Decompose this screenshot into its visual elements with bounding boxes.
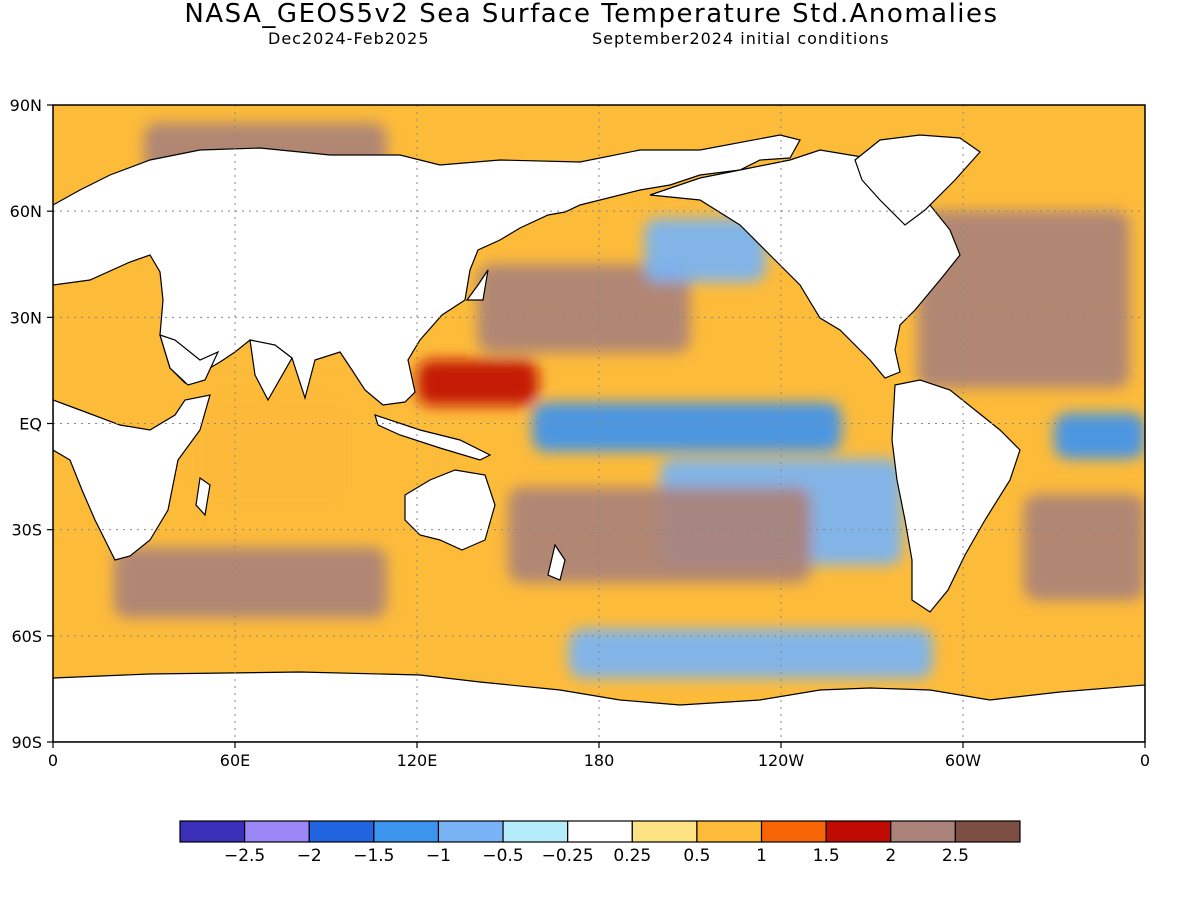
colorbar-label: 0.5: [683, 846, 710, 866]
land-greenland: [854, 134, 981, 226]
colorbar-label: −0.25: [542, 846, 594, 866]
land-japan: [465, 269, 489, 301]
colorbar-swatch: [502, 820, 569, 843]
anomaly-region-9: [113, 547, 387, 619]
chart-subtitle-period: Dec2024-Feb2025: [268, 29, 430, 48]
colorbar-swatch: [373, 820, 440, 843]
map-area: [53, 105, 1145, 742]
anomaly-region-7: [1023, 494, 1145, 601]
anomaly-region-12: [568, 628, 933, 679]
colorbar-label: 0.25: [613, 846, 651, 866]
land-south-america: [891, 379, 1021, 613]
x-tick-label: 180: [584, 751, 615, 770]
x-tick-label: 0: [1140, 751, 1150, 770]
y-tick-label: 60N: [10, 202, 42, 221]
y-tick-label: 60S: [11, 627, 42, 646]
anomaly-region-3: [644, 218, 766, 282]
anomaly-region-0: [532, 402, 842, 452]
land-arabia: [159, 334, 220, 386]
colorbar-label: −1: [426, 846, 451, 866]
colorbar-label: 1: [756, 846, 767, 866]
colorbar-swatch: [308, 820, 375, 843]
colorbar-swatch: [567, 820, 633, 843]
x-tick-label: 60E: [220, 751, 250, 770]
colorbar-label: 2: [885, 846, 896, 866]
colorbar-label: −2.5: [224, 846, 265, 866]
land-north-america: [649, 149, 961, 379]
land-africa: [53, 394, 211, 561]
colorbar-label: 1.5: [813, 846, 840, 866]
y-tick-label: 90N: [10, 96, 42, 115]
colorbar-swatch: [696, 820, 763, 843]
colorbar-swatch: [631, 820, 698, 843]
colorbar-label: −0.5: [482, 846, 523, 866]
colorbar-swatch: [954, 820, 1021, 843]
anomaly-region-10: [189, 388, 357, 512]
colorbar-swatch: [244, 820, 310, 843]
anomaly-region-6: [917, 211, 1130, 389]
y-tick-label: EQ: [19, 415, 42, 434]
land-madagascar: [195, 476, 211, 517]
anomaly-region-2: [477, 264, 690, 353]
x-tick-label: 120W: [758, 751, 805, 770]
anomaly-region-5: [508, 487, 812, 583]
land-australia: [404, 469, 496, 551]
anomaly-region-4: [417, 359, 539, 406]
colorbar-swatch: [825, 820, 892, 843]
chart-subtitle-init: September2024 initial conditions: [592, 29, 890, 48]
chart-title: NASA_GEOS5v2 Sea Surface Temperature Std…: [184, 0, 999, 29]
axis-ticks: 0 60E 120E 180 120W 60W 0 90N 60N 30N EQ 30S 60S 90S: [10, 96, 1150, 770]
land-indonesia: [374, 414, 492, 461]
colorbar-label: −1.5: [353, 846, 394, 866]
colorbar-swatch: [890, 820, 956, 843]
colorbar-swatch: [437, 820, 504, 843]
land-india: [249, 339, 293, 402]
y-tick-label: 30N: [10, 308, 42, 327]
colorbar-label: 2.5: [942, 846, 969, 866]
x-tick-label: 0: [48, 751, 58, 770]
y-tick-label: 30S: [11, 521, 42, 540]
colorbar-swatch: [179, 820, 246, 843]
y-tick-label: 90S: [11, 733, 42, 752]
x-tick-label: 120E: [397, 751, 438, 770]
gridlines: [53, 105, 1145, 742]
x-tick-label: 60W: [945, 751, 981, 770]
colorbar-swatch: [760, 820, 827, 843]
colorbar: −2.5 −2 −1.5 −1 −0.5 −0.25 0.25 0.5 1 1.5 2 2.5: [179, 820, 1021, 866]
land-new-zealand: [547, 543, 566, 581]
colorbar-label: −2: [297, 846, 322, 866]
anomaly-region-8: [1054, 412, 1145, 459]
